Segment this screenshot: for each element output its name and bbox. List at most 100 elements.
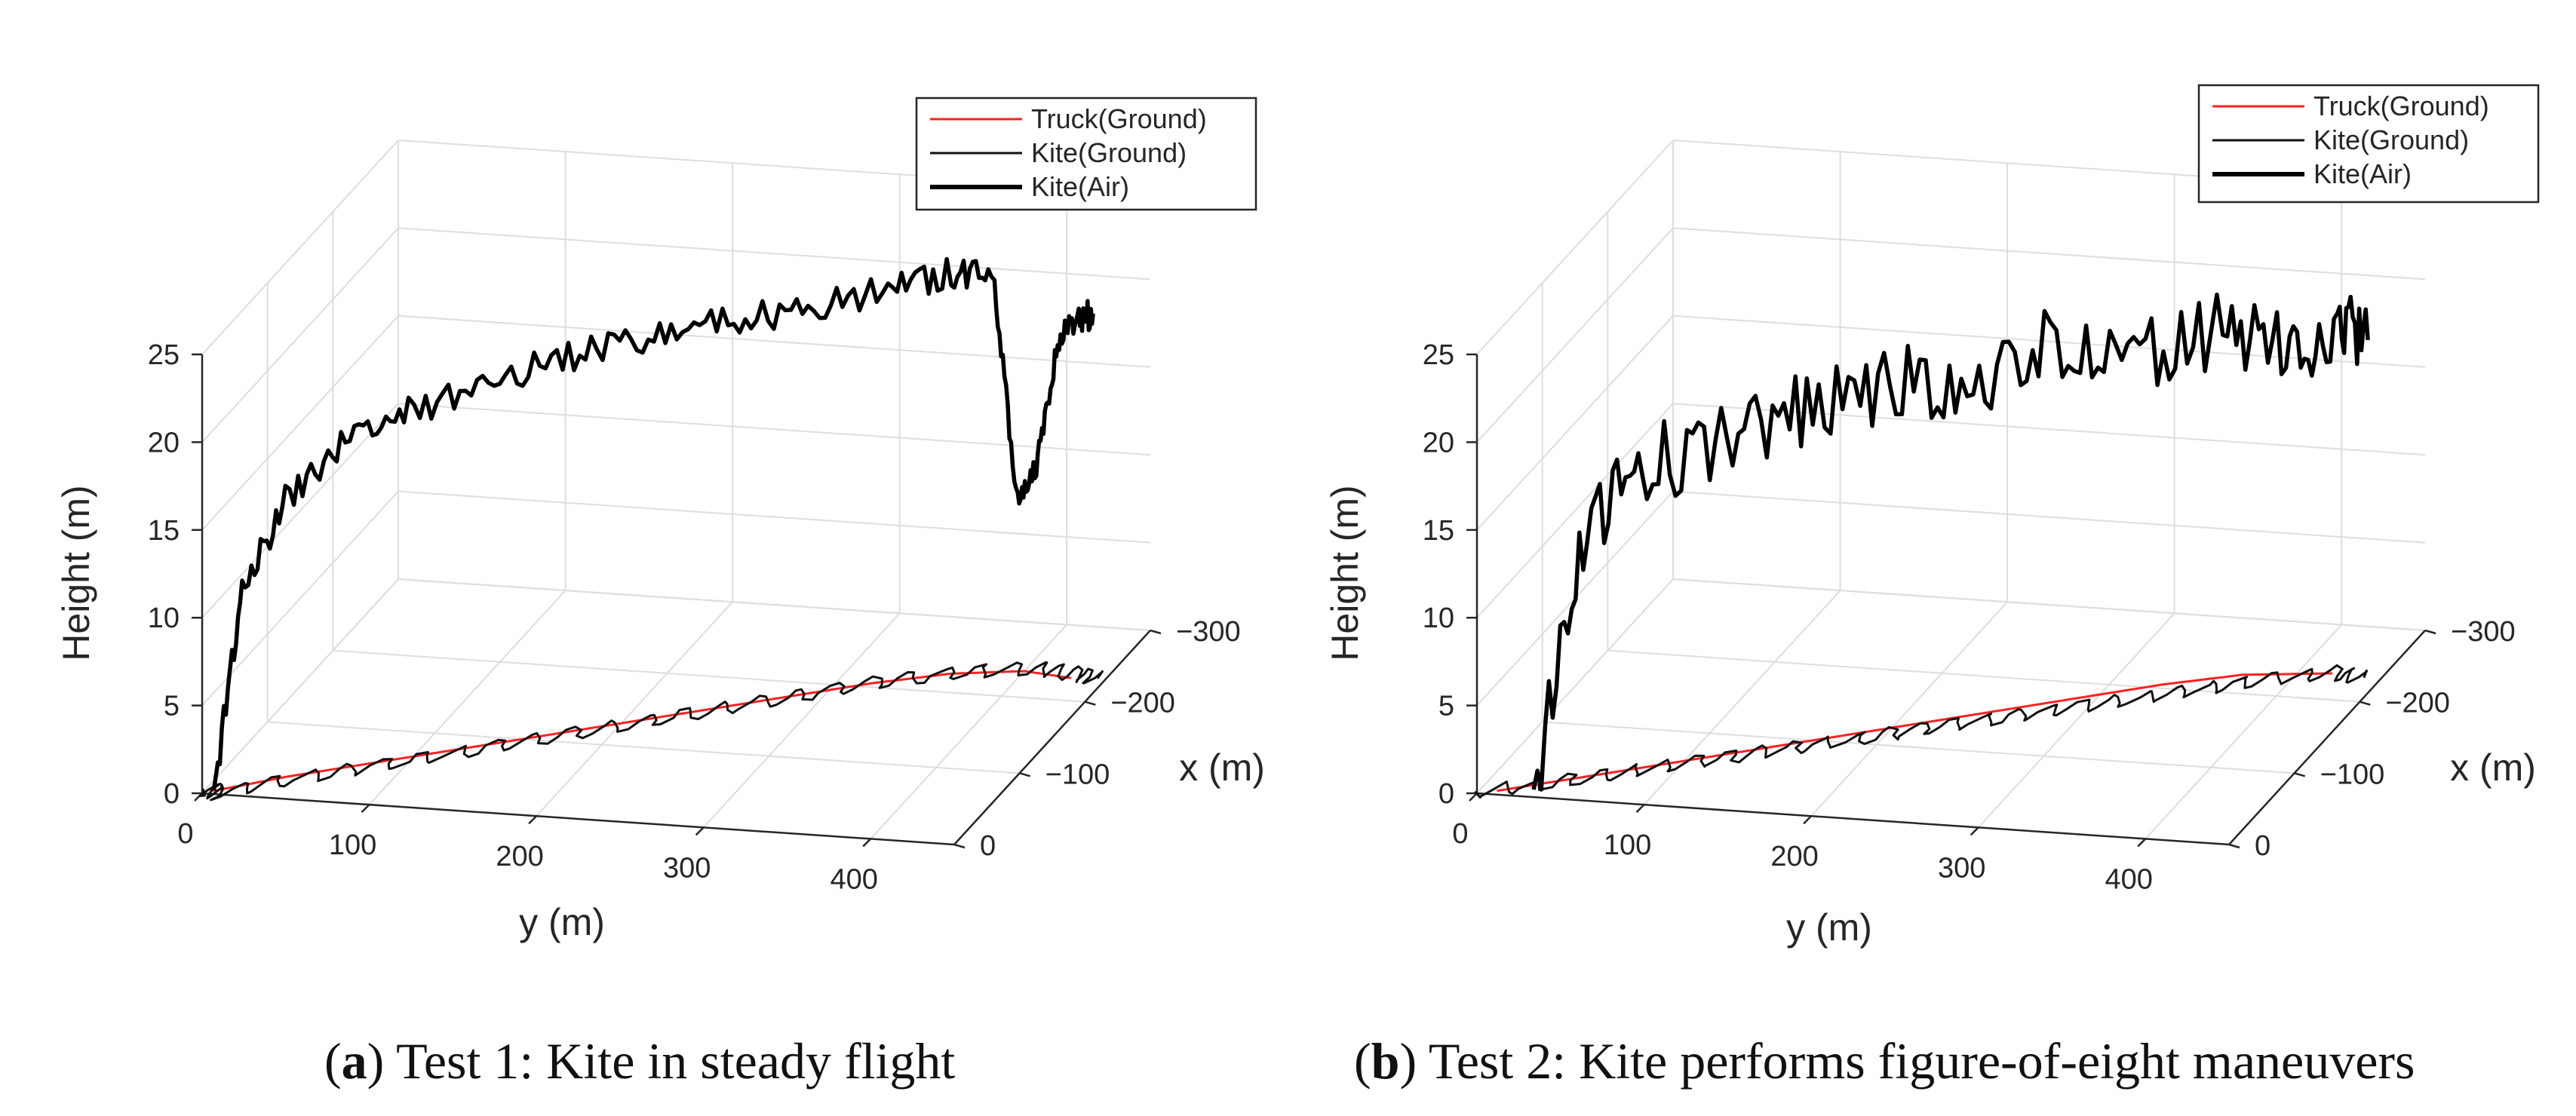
grid-line [1672, 578, 2426, 631]
x-tick-label: −100 [2320, 759, 2385, 790]
grid-line [398, 314, 1151, 368]
grid-line [201, 490, 399, 707]
y-tick-label: 400 [2105, 863, 2153, 895]
x-axis-line [953, 630, 1151, 845]
legend: Truck(Ground)Kite(Ground)Kite(Air) [915, 97, 1257, 211]
x-tick [953, 843, 966, 849]
grid-line [702, 612, 901, 829]
z-tick-label: 10 [1423, 602, 1454, 634]
y-tick [1469, 793, 1478, 802]
x-tick-label: −100 [1045, 759, 1110, 790]
series-line-truck-ground [213, 670, 1072, 793]
x-tick-label: 0 [980, 830, 996, 862]
grid-line [1542, 721, 2295, 774]
x-tick-label: 0 [2255, 830, 2271, 862]
grid-line [201, 578, 399, 794]
y-tick-label: 100 [329, 829, 376, 861]
caption-a-text: Test 1: Kite in steady flight [396, 1032, 956, 1090]
grid-line [398, 227, 1151, 281]
z-tick-label: 15 [1423, 515, 1454, 547]
legend-entry: Kite(Air) [1031, 171, 1129, 202]
y-tick [1635, 804, 1645, 813]
y-tick-label: 300 [663, 852, 711, 884]
x-tick-label: −300 [1176, 616, 1241, 648]
z-tick-label: 20 [1423, 427, 1454, 458]
x-tick-label: −200 [2385, 688, 2450, 719]
y-tick [528, 815, 537, 825]
series-line-kite-air [1531, 293, 2370, 792]
y-tick-label: 100 [1604, 829, 1651, 861]
grid-line [201, 315, 399, 531]
y-tick [695, 826, 705, 836]
x-tick [2359, 701, 2371, 706]
grid-line [267, 721, 1020, 774]
grid-line [1977, 612, 2175, 829]
legend-entry: Kite(Ground) [2313, 124, 2469, 155]
caption-b: (b) Test 2: Kite performs figure-of-eigh… [1354, 1032, 2415, 1090]
grid-line [1476, 140, 1674, 355]
grid-line [368, 590, 566, 805]
grid-line [1607, 649, 2360, 703]
x-tick [2294, 772, 2306, 777]
caption-b-text: Test 2: Kite performs figure-of-eight ma… [1428, 1032, 2415, 1090]
grid-line [1643, 590, 1841, 805]
grid-line [1476, 315, 1674, 531]
grid-line [536, 601, 733, 817]
x-axis-line [2228, 630, 2426, 845]
legend-box [2197, 84, 2540, 204]
y-tick [1970, 826, 1979, 836]
y-axis-line [1476, 792, 2230, 846]
grid-line [1810, 601, 2008, 817]
grid-line [870, 624, 1067, 840]
z-tick-label: 15 [148, 515, 180, 547]
y-tick-label: 200 [496, 841, 543, 872]
caption-a-label: a [341, 1032, 367, 1090]
y-tick-label: 200 [1770, 841, 1818, 872]
z-tick-label: 0 [1438, 778, 1454, 810]
z-tick-label: 25 [1423, 339, 1454, 371]
y-tick-label: 400 [831, 863, 878, 895]
grid-line [1672, 490, 2426, 544]
y-tick [361, 804, 370, 813]
z-tick-label: 10 [148, 602, 180, 634]
panel-b-chart: 0 100 200 300 400 0 5 10 15 20 25 −300 −200 −100 0 Heig… [1324, 84, 2540, 949]
legend: Truck(Ground)Kite(Ground)Kite(Air) [2197, 84, 2540, 204]
y-tick-label: 0 [177, 818, 193, 850]
legend-entry: Truck(Ground) [1031, 103, 1207, 134]
x-tick [2424, 629, 2436, 635]
x-axis-label: x (m) [1179, 747, 1265, 789]
panel-a-chart: 0 100 200 300 400 0 5 10 15 20 25 −300 −200 −100 0 Heig… [55, 97, 1265, 943]
z-tick-label: 5 [1438, 691, 1454, 722]
y-axis-label: y (m) [1786, 906, 1872, 949]
x-tick-label: −200 [1110, 688, 1175, 719]
y-tick-label: 0 [1452, 818, 1468, 850]
grid-line [398, 490, 1151, 544]
grid-line [201, 403, 399, 618]
z-tick-label: 25 [148, 339, 180, 371]
series-line-kite-ground [198, 661, 1104, 802]
legend-entry: Kite(Air) [2313, 158, 2412, 189]
legend-entry: Truck(Ground) [2313, 90, 2489, 121]
x-tick-label: −300 [2451, 616, 2516, 648]
x-tick [2228, 843, 2240, 849]
y-tick [1803, 815, 1812, 825]
x-tick [1084, 701, 1096, 706]
y-tick [2137, 838, 2147, 848]
grid-line [398, 578, 1151, 631]
series-line-kite-air [211, 256, 1095, 791]
x-tick [1019, 772, 1031, 777]
x-tick [1150, 629, 1162, 635]
grid-line [333, 649, 1085, 703]
y-axis-line [201, 792, 955, 846]
caption-b-label: b [1371, 1032, 1400, 1090]
grid-line [1476, 227, 1674, 443]
z-axis-label: Height (m) [55, 485, 97, 661]
y-tick-label: 300 [1938, 852, 1985, 884]
grid-line [2145, 624, 2342, 840]
grid-line [1672, 227, 2426, 281]
grid-line [201, 227, 399, 443]
grid-line [1476, 403, 1674, 618]
z-tick-label: 5 [164, 691, 180, 722]
y-axis-label: y (m) [519, 901, 605, 943]
